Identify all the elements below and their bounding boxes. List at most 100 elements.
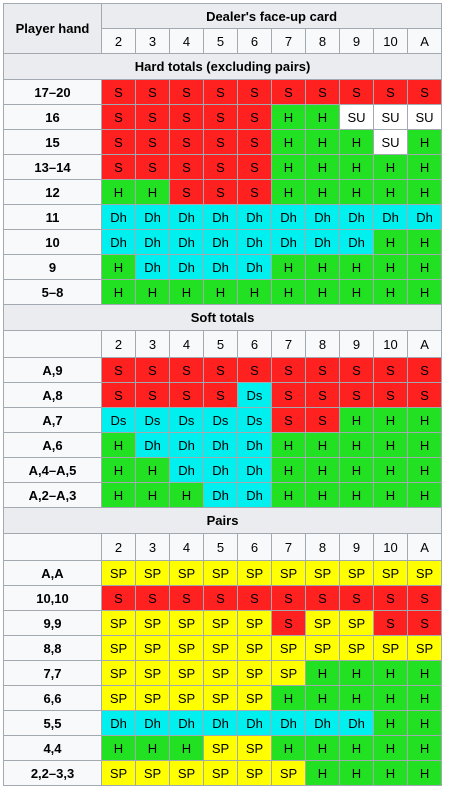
action-cell: SP <box>373 560 408 586</box>
strategy-row: 9 H Dh Dh Dh Dh H H H H H <box>3 254 443 280</box>
action-cell: Dh <box>101 204 136 230</box>
action-cell: S <box>101 79 136 105</box>
player-hand-label: 17–20 <box>3 79 102 105</box>
action-cell: SP <box>237 735 272 761</box>
action-cell: H <box>406 432 443 458</box>
action-cell: H <box>305 760 340 786</box>
dealer-card-label: 8 <box>305 28 340 54</box>
action-cell: SP <box>101 760 136 786</box>
dealer-card-label: 7 <box>271 533 306 561</box>
dealer-card-label: 3 <box>135 330 170 358</box>
blackjack-strategy-table: Player hand Dealer's face-up card 2 3 4 … <box>2 3 443 786</box>
dealer-card-label: 2 <box>101 533 136 561</box>
action-cell: SP <box>169 635 204 661</box>
action-cell: S <box>101 154 136 180</box>
strategy-row: 9,9 SP SP SP SP SP S SP SP S S <box>3 610 443 636</box>
action-cell: H <box>271 279 306 305</box>
action-cell: H <box>271 254 306 280</box>
strategy-row: 2,2–3,3 SP SP SP SP SP SP H H H H <box>3 760 443 786</box>
dealer-card-label: 6 <box>237 28 272 54</box>
action-cell: Dh <box>237 229 272 255</box>
action-cell: H <box>373 735 408 761</box>
action-cell: H <box>101 735 136 761</box>
action-cell: SP <box>101 635 136 661</box>
action-cell: Dh <box>101 710 136 736</box>
action-cell: H <box>305 457 340 483</box>
player-hand-label: 5,5 <box>3 710 102 736</box>
strategy-row: 7,7 SP SP SP SP SP SP H H H H <box>3 660 443 686</box>
player-hand-label: A,7 <box>3 407 102 433</box>
action-cell: SP <box>339 560 374 586</box>
action-cell: Dh <box>237 204 272 230</box>
action-cell: S <box>305 382 340 408</box>
dealer-card-label: 9 <box>339 28 374 54</box>
action-cell: SP <box>305 635 340 661</box>
action-cell: S <box>203 154 238 180</box>
action-cell: Ds <box>135 407 170 433</box>
action-cell: Dh <box>271 710 306 736</box>
action-cell: H <box>305 179 340 205</box>
action-cell: S <box>169 585 204 611</box>
action-cell: S <box>237 129 272 155</box>
action-cell: S <box>271 382 306 408</box>
strategy-row: A,2–A,3 H H H Dh Dh H H H H H <box>3 482 443 508</box>
dealer-card-label: 7 <box>271 28 306 54</box>
action-cell: S <box>305 357 340 383</box>
dealer-card-label: 4 <box>169 28 204 54</box>
action-cell: S <box>373 79 408 105</box>
player-hand-label: A,8 <box>3 382 102 408</box>
strategy-row: 17–20 S S S S S S S S S S <box>3 79 443 105</box>
action-cell: H <box>373 760 408 786</box>
action-cell: H <box>271 129 306 155</box>
action-cell: Dh <box>203 482 238 508</box>
header-row: Player hand Dealer's face-up card <box>3 3 443 54</box>
action-cell: S <box>101 129 136 155</box>
action-cell: H <box>406 407 443 433</box>
strategy-row: A,4–A,5 H H Dh Dh Dh H H H H H <box>3 457 443 483</box>
action-cell: SP <box>101 685 136 711</box>
action-cell: Dh <box>203 710 238 736</box>
player-hand-label: A,4–A,5 <box>3 457 102 483</box>
action-cell: H <box>406 129 443 155</box>
action-cell: S <box>135 357 170 383</box>
action-cell: H <box>373 432 408 458</box>
action-cell: H <box>101 457 136 483</box>
action-cell: SP <box>169 660 204 686</box>
player-hand-label: 10 <box>3 229 102 255</box>
action-cell: Dh <box>339 710 374 736</box>
action-cell: SP <box>237 685 272 711</box>
action-cell: H <box>339 760 374 786</box>
dealer-card-label: 5 <box>203 28 238 54</box>
action-cell: H <box>305 735 340 761</box>
action-cell: SU <box>373 104 408 130</box>
action-cell: H <box>305 432 340 458</box>
action-cell: SP <box>169 760 204 786</box>
action-cell: Dh <box>339 229 374 255</box>
action-cell: H <box>339 457 374 483</box>
action-cell: SP <box>135 660 170 686</box>
action-cell: Ds <box>237 407 272 433</box>
dealer-card-label: 8 <box>305 533 340 561</box>
player-hand-label: 9,9 <box>3 610 102 636</box>
player-hand-label: 11 <box>3 204 102 230</box>
action-cell: H <box>406 154 443 180</box>
action-cell: S <box>237 585 272 611</box>
action-cell: Dh <box>203 457 238 483</box>
action-cell: H <box>406 482 443 508</box>
dealer-card-label: 2 <box>101 330 136 358</box>
action-cell: SP <box>271 660 306 686</box>
action-cell: Dh <box>406 204 443 230</box>
action-cell: SP <box>203 635 238 661</box>
strategy-row: 6,6 SP SP SP SP SP H H H H H <box>3 685 443 711</box>
action-cell: Dh <box>169 710 204 736</box>
action-cell: S <box>101 357 136 383</box>
action-cell: S <box>169 154 204 180</box>
action-cell: H <box>271 685 306 711</box>
action-cell: SP <box>135 560 170 586</box>
action-cell: H <box>135 457 170 483</box>
action-cell: SP <box>373 635 408 661</box>
action-cell: SP <box>101 560 136 586</box>
player-hand-label: A,A <box>3 560 102 586</box>
action-cell: S <box>203 357 238 383</box>
section-title-row: Soft totals <box>2 304 443 331</box>
